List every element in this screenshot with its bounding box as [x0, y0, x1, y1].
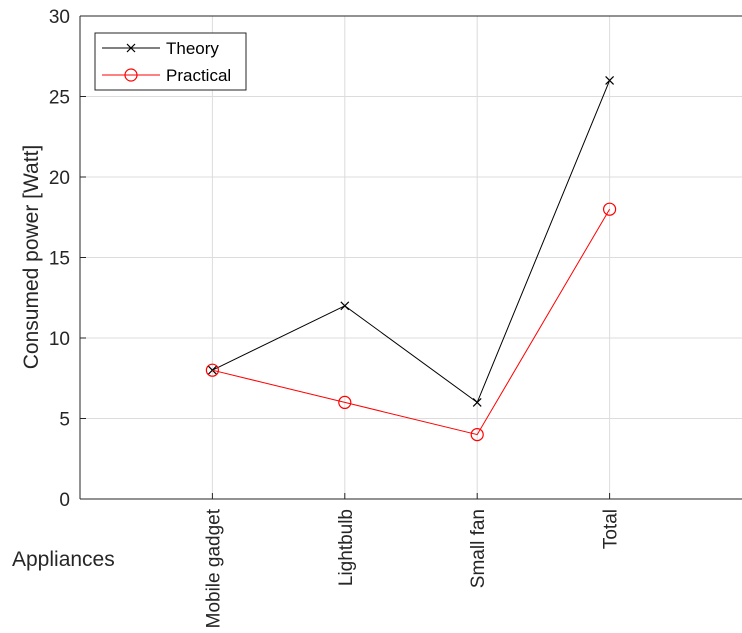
- legend: Theory Practical: [94, 32, 247, 91]
- data-point-practical: [470, 428, 484, 442]
- data-point-practical: [205, 363, 219, 377]
- y-tick-label: 10: [49, 329, 70, 350]
- y-axis-label: Consumed power [Watt]: [20, 145, 43, 369]
- legend-label-theory: Theory: [166, 39, 219, 58]
- legend-label-practical: Practical: [166, 66, 231, 85]
- x-axis-label: Appliances: [12, 548, 115, 571]
- x-tick-label: Mobile gadget: [203, 508, 224, 628]
- x-tick-label: Total: [601, 509, 622, 549]
- legend-box: [94, 32, 247, 91]
- series-line-practical: [212, 208, 611, 436]
- data-point-theory: [472, 397, 482, 407]
- y-tick-label: 25: [49, 88, 70, 109]
- series-line-theory: [212, 80, 611, 404]
- x-tick-label: Lightbulb: [336, 509, 357, 586]
- y-tick-label: 0: [59, 490, 70, 511]
- legend-marker-practical: [124, 68, 138, 82]
- x-tick-label: Small fan: [468, 509, 489, 588]
- data-point-practical: [338, 395, 352, 409]
- y-tick-label: 5: [59, 410, 70, 431]
- legend-marker-theory: [126, 43, 136, 53]
- y-tick-label: 20: [49, 168, 70, 189]
- data-point-theory: [605, 75, 615, 85]
- x-axis-ticks: Mobile gadget Lightbulb Small fan Total: [203, 493, 622, 628]
- y-tick-label: 15: [49, 249, 70, 270]
- y-tick-label: 30: [49, 7, 70, 28]
- data-point-practical: [602, 202, 617, 216]
- data-point-theory: [340, 301, 350, 311]
- series-group: [205, 75, 617, 442]
- y-axis-ticks: 0 5 10 15 20 25 30: [49, 7, 86, 511]
